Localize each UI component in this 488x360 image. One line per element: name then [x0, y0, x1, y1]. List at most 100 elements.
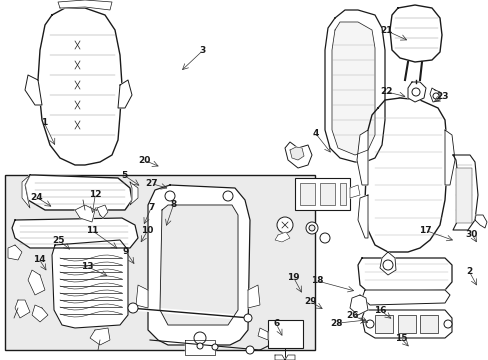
Circle shape — [212, 344, 218, 350]
Circle shape — [293, 151, 302, 159]
Circle shape — [365, 320, 373, 328]
Circle shape — [245, 346, 253, 354]
Text: 11: 11 — [85, 226, 98, 235]
Bar — [374, 315, 392, 333]
Polygon shape — [474, 215, 486, 228]
Text: 21: 21 — [379, 26, 392, 35]
Circle shape — [308, 225, 314, 231]
Polygon shape — [285, 142, 311, 168]
Text: 12: 12 — [89, 190, 102, 199]
Polygon shape — [325, 10, 384, 162]
Polygon shape — [130, 182, 138, 205]
Circle shape — [197, 343, 203, 349]
Text: 8: 8 — [170, 200, 176, 209]
Text: 10: 10 — [141, 226, 154, 235]
Bar — [397, 315, 415, 333]
Bar — [319, 183, 334, 205]
Bar — [5, 175, 314, 350]
Circle shape — [319, 233, 329, 243]
Polygon shape — [247, 285, 260, 308]
Polygon shape — [12, 218, 138, 248]
Polygon shape — [25, 75, 42, 105]
Polygon shape — [452, 155, 477, 230]
Circle shape — [411, 88, 419, 96]
Polygon shape — [90, 328, 110, 345]
Text: 7: 7 — [148, 202, 155, 211]
Text: 26: 26 — [345, 310, 358, 320]
Polygon shape — [22, 175, 30, 208]
Bar — [299, 183, 314, 205]
Text: 23: 23 — [435, 92, 448, 101]
Text: 15: 15 — [394, 334, 407, 343]
Bar — [267, 320, 303, 348]
Polygon shape — [389, 5, 441, 62]
Text: 24: 24 — [30, 193, 43, 202]
Polygon shape — [274, 232, 289, 242]
Text: 9: 9 — [122, 248, 129, 256]
Text: 3: 3 — [200, 46, 205, 55]
Polygon shape — [331, 22, 374, 155]
Polygon shape — [32, 305, 48, 322]
Circle shape — [432, 93, 438, 99]
Text: 25: 25 — [52, 236, 65, 245]
Text: 29: 29 — [304, 297, 316, 306]
Circle shape — [164, 191, 175, 201]
Polygon shape — [349, 185, 359, 198]
Text: 4: 4 — [311, 129, 318, 138]
Polygon shape — [118, 80, 132, 108]
Polygon shape — [429, 88, 439, 102]
Polygon shape — [58, 0, 112, 10]
Text: 13: 13 — [81, 262, 93, 271]
Text: 28: 28 — [329, 319, 342, 328]
Circle shape — [276, 217, 292, 233]
Polygon shape — [28, 270, 45, 295]
Circle shape — [443, 320, 451, 328]
Bar — [294, 178, 349, 210]
Text: 16: 16 — [373, 306, 386, 315]
Polygon shape — [75, 205, 95, 222]
Circle shape — [128, 303, 138, 313]
Polygon shape — [15, 300, 30, 318]
Polygon shape — [357, 258, 451, 292]
Polygon shape — [361, 290, 449, 305]
Text: 20: 20 — [138, 156, 150, 165]
Polygon shape — [25, 175, 132, 210]
Text: 22: 22 — [379, 87, 392, 96]
Circle shape — [382, 260, 392, 270]
Polygon shape — [289, 147, 304, 160]
Polygon shape — [361, 310, 451, 338]
Polygon shape — [136, 285, 148, 308]
Polygon shape — [38, 8, 122, 165]
Bar — [455, 168, 471, 223]
Polygon shape — [160, 205, 238, 325]
Bar — [339, 183, 346, 205]
Text: 14: 14 — [33, 255, 45, 264]
Polygon shape — [407, 82, 425, 102]
Text: 5: 5 — [122, 171, 127, 180]
Circle shape — [244, 314, 251, 322]
Polygon shape — [444, 130, 454, 185]
Text: 1: 1 — [41, 118, 47, 127]
Polygon shape — [184, 340, 215, 355]
Polygon shape — [258, 328, 267, 340]
Polygon shape — [357, 195, 367, 238]
Polygon shape — [148, 185, 249, 345]
Text: 27: 27 — [145, 179, 158, 188]
Circle shape — [223, 191, 232, 201]
Polygon shape — [356, 130, 367, 185]
Polygon shape — [8, 245, 22, 260]
Bar — [419, 315, 437, 333]
Polygon shape — [364, 98, 447, 252]
Polygon shape — [97, 205, 108, 218]
Polygon shape — [349, 295, 367, 315]
Text: 19: 19 — [286, 273, 299, 282]
Text: 2: 2 — [466, 267, 471, 276]
Polygon shape — [274, 355, 294, 360]
Circle shape — [194, 332, 205, 344]
Circle shape — [305, 222, 317, 234]
Text: 6: 6 — [273, 320, 279, 328]
Polygon shape — [379, 252, 395, 275]
Text: 30: 30 — [465, 230, 477, 239]
Text: 17: 17 — [418, 226, 431, 235]
Polygon shape — [52, 240, 128, 328]
